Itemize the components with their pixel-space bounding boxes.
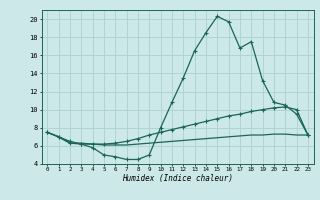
X-axis label: Humidex (Indice chaleur): Humidex (Indice chaleur) xyxy=(122,174,233,183)
